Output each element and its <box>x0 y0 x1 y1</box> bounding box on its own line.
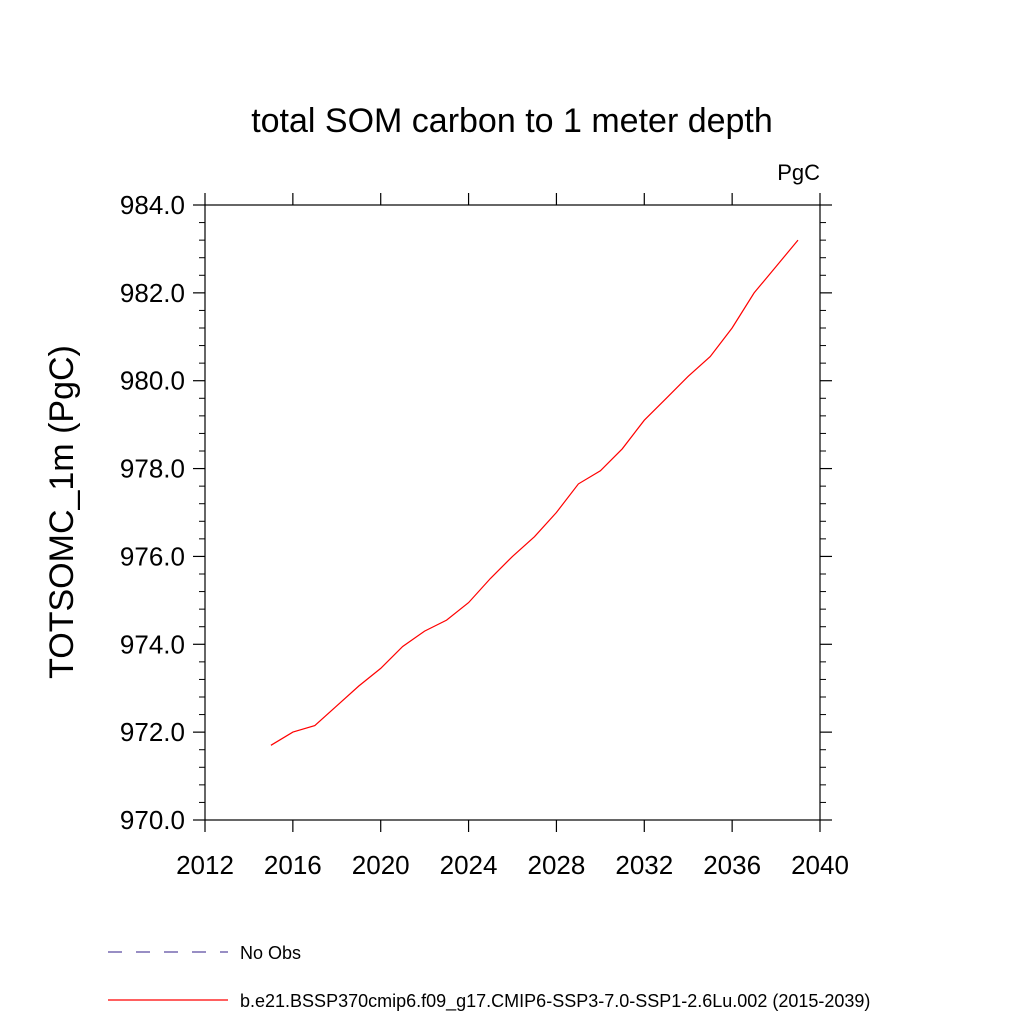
axis-ticks <box>193 193 832 832</box>
x-tick-label: 2020 <box>352 850 410 880</box>
y-tick-label: 974.0 <box>120 629 185 659</box>
x-tick-label: 2028 <box>528 850 586 880</box>
x-tick-label: 2012 <box>176 850 234 880</box>
y-tick-label: 976.0 <box>120 541 185 571</box>
series-line <box>270 239 799 746</box>
x-tick-label: 2024 <box>440 850 498 880</box>
units-label: PgC <box>777 160 820 185</box>
y-tick-label: 978.0 <box>120 454 185 484</box>
series-group <box>270 239 799 746</box>
x-tick-label: 2032 <box>615 850 673 880</box>
legend-label: No Obs <box>240 943 301 963</box>
tick-labels: 2012 2016 2020 2024 2028 2032 2036 2040 970.0 972… <box>120 190 849 880</box>
y-axis-label: TOTSOMC_1m (PgC) <box>43 345 81 679</box>
x-tick-label: 2040 <box>791 850 849 880</box>
y-tick-label: 972.0 <box>120 717 185 747</box>
y-tick-label: 984.0 <box>120 190 185 220</box>
y-tick-label: 982.0 <box>120 278 185 308</box>
plot-frame <box>204 204 821 821</box>
y-tick-label: 980.0 <box>120 366 185 396</box>
chart-title: total SOM carbon to 1 meter depth <box>251 102 773 140</box>
legend: No Obs b.e21.BSSP370cmip6.f09_g17.CMIP6-S… <box>108 943 870 1012</box>
x-tick-label: 2036 <box>703 850 761 880</box>
legend-label: b.e21.BSSP370cmip6.f09_g17.CMIP6-SSP3-7.… <box>240 991 870 1012</box>
y-tick-label: 970.0 <box>120 805 185 835</box>
x-tick-label: 2016 <box>264 850 322 880</box>
